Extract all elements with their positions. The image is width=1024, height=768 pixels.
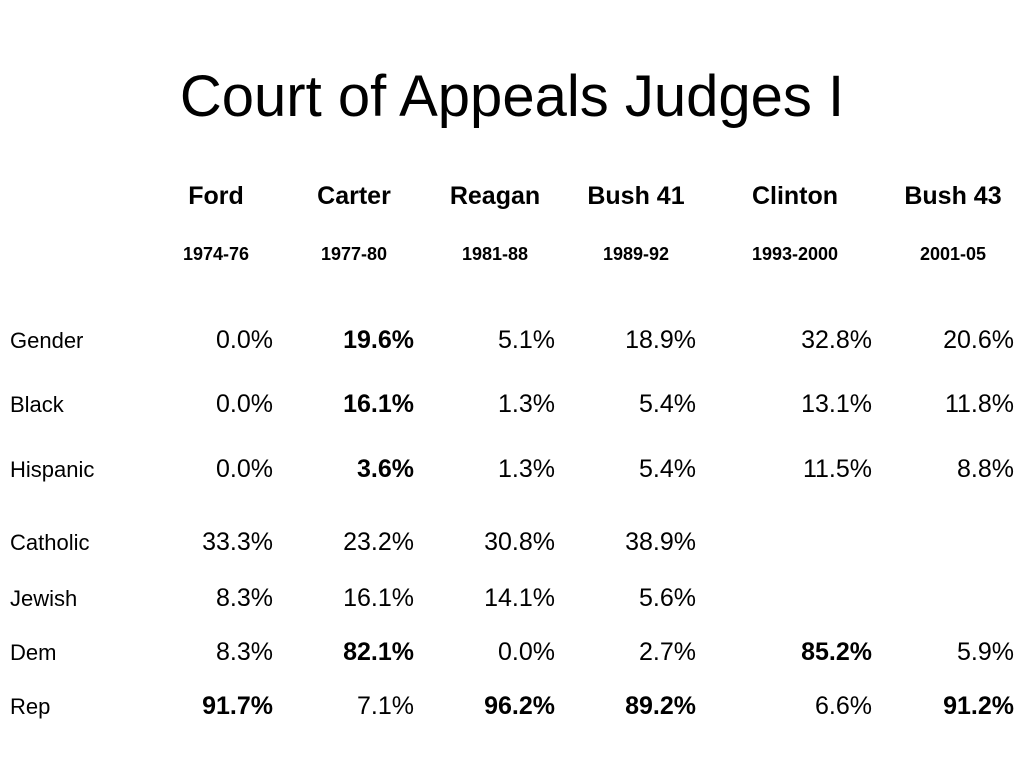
table-cell: 14.1% [484,584,555,612]
table-cell: 0.0% [498,638,555,666]
table-cell: 20.6% [943,326,1014,354]
table-cell: 30.8% [484,528,555,556]
table-cell: 19.6% [343,326,414,354]
column-header-president: Bush 41 [587,182,685,210]
table-cell: 5.1% [498,326,555,354]
table-cell: 2.7% [639,638,696,666]
table-cell: 8.3% [216,584,273,612]
column-header-president: Reagan [449,182,541,210]
table-cell: 1.3% [498,455,555,483]
table-cell: 5.4% [639,455,696,483]
row-label: Hispanic [10,457,95,482]
column-header-years: 2001-05 [919,244,987,264]
row-label: Catholic [10,530,90,555]
column-header-years: 1974-76 [182,244,250,264]
table-cell: 0.0% [216,390,273,418]
table-cell: 16.1% [343,584,414,612]
table-cell: 5.9% [957,638,1014,666]
row-label: Dem [10,640,57,665]
table-cell: 38.9% [625,528,696,556]
table-cell: 5.4% [639,390,696,418]
table-cell: 18.9% [625,326,696,354]
column-header-president: Carter [317,182,391,210]
column-header-years: 1993-2000 [751,244,839,264]
table-cell: 91.2% [943,692,1014,720]
table-cell: 7.1% [357,692,414,720]
table-cell: 82.1% [343,638,414,666]
table-cell: 0.0% [216,455,273,483]
column-header-years: 1977-80 [320,244,388,264]
table-cell: 0.0% [216,326,273,354]
table-cell: 5.6% [639,584,696,612]
table-cell: 6.6% [815,692,872,720]
table-cell: 96.2% [484,692,555,720]
table-cell: 3.6% [357,455,414,483]
table-cell: 23.2% [343,528,414,556]
table-cell: 11.8% [944,390,1014,418]
column-header-years: 1989-92 [602,244,670,264]
table-cell: 89.2% [625,692,696,720]
table-cell: 32.8% [801,326,872,354]
table-cell: 91.7% [202,692,273,720]
table-cell: 33.3% [202,528,273,556]
column-header-years: 1981-88 [461,244,529,264]
row-label: Gender [10,328,84,353]
table-cell: 1.3% [498,390,555,418]
row-label: Rep [10,694,51,719]
table-cell: 16.1% [343,390,414,418]
row-label: Black [10,392,64,417]
row-label: Jewish [10,586,78,611]
table-cell: 8.8% [957,455,1014,483]
page-title: Court of Appeals Judges I [179,64,845,129]
table-cell: 85.2% [801,638,872,666]
column-header-president: Clinton [751,182,839,210]
table-cell: 13.1% [801,390,872,418]
table-cell: 8.3% [216,638,273,666]
table-cell: 11.5% [802,455,872,483]
column-header-president: Bush 43 [904,182,1002,210]
column-header-president: Ford [188,182,244,210]
